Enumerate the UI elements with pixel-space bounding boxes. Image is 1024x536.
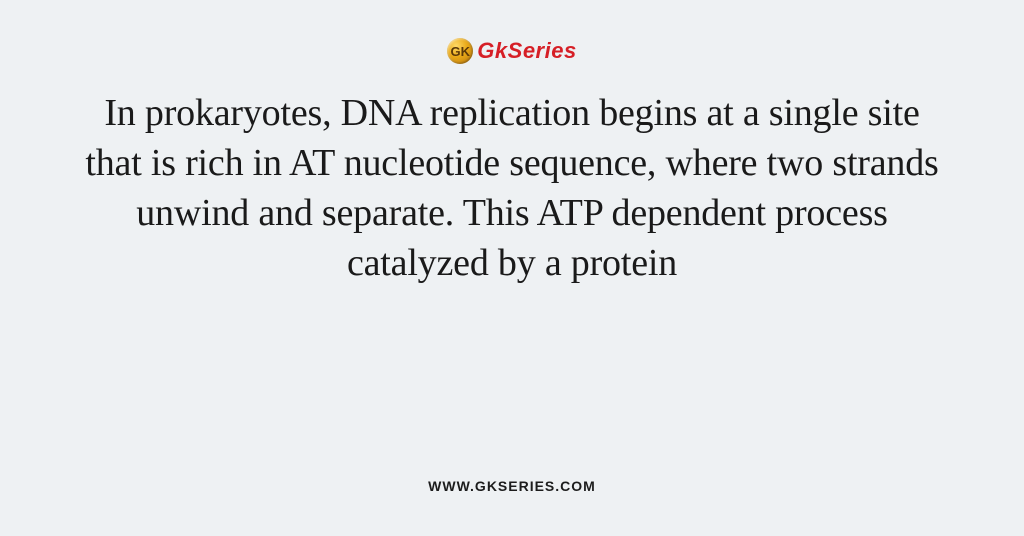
brand-name: GkSeries [477, 38, 576, 64]
logo-badge-icon: GK [447, 38, 473, 64]
brand-logo: GK GkSeries [447, 38, 576, 64]
question-text: In prokaryotes, DNA replication begins a… [72, 88, 952, 289]
logo-icon-letters: GK [451, 44, 471, 59]
footer-url: WWW.GKSERIES.COM [428, 478, 596, 494]
